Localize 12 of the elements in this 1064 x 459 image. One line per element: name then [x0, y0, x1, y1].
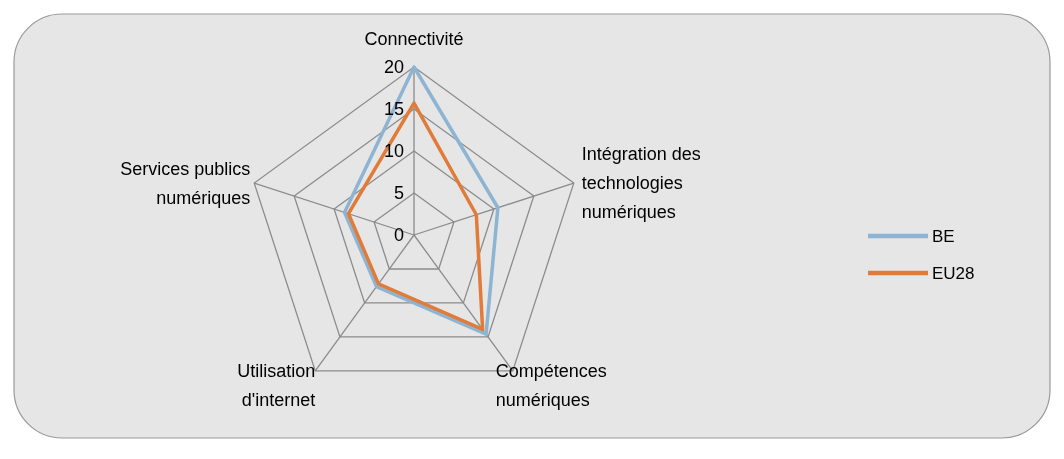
spoke-label: Intégration des technologies numériques — [581, 144, 701, 223]
y-tick-label: 20 — [383, 57, 404, 77]
spoke-label: Services publics numériques — [120, 158, 251, 208]
y-tick-label: 10 — [383, 141, 404, 161]
legend-label: EU28 — [932, 264, 975, 283]
y-tick-label: 0 — [393, 225, 404, 245]
spoke-label: Connectivité — [364, 29, 464, 49]
spoke-label: Utilisation d'internet — [237, 360, 316, 410]
spoke-label: Compétences numériques — [495, 360, 607, 410]
y-tick-label: 15 — [383, 99, 404, 119]
y-tick-label: 5 — [393, 183, 404, 203]
legend-label: BE — [932, 227, 955, 246]
